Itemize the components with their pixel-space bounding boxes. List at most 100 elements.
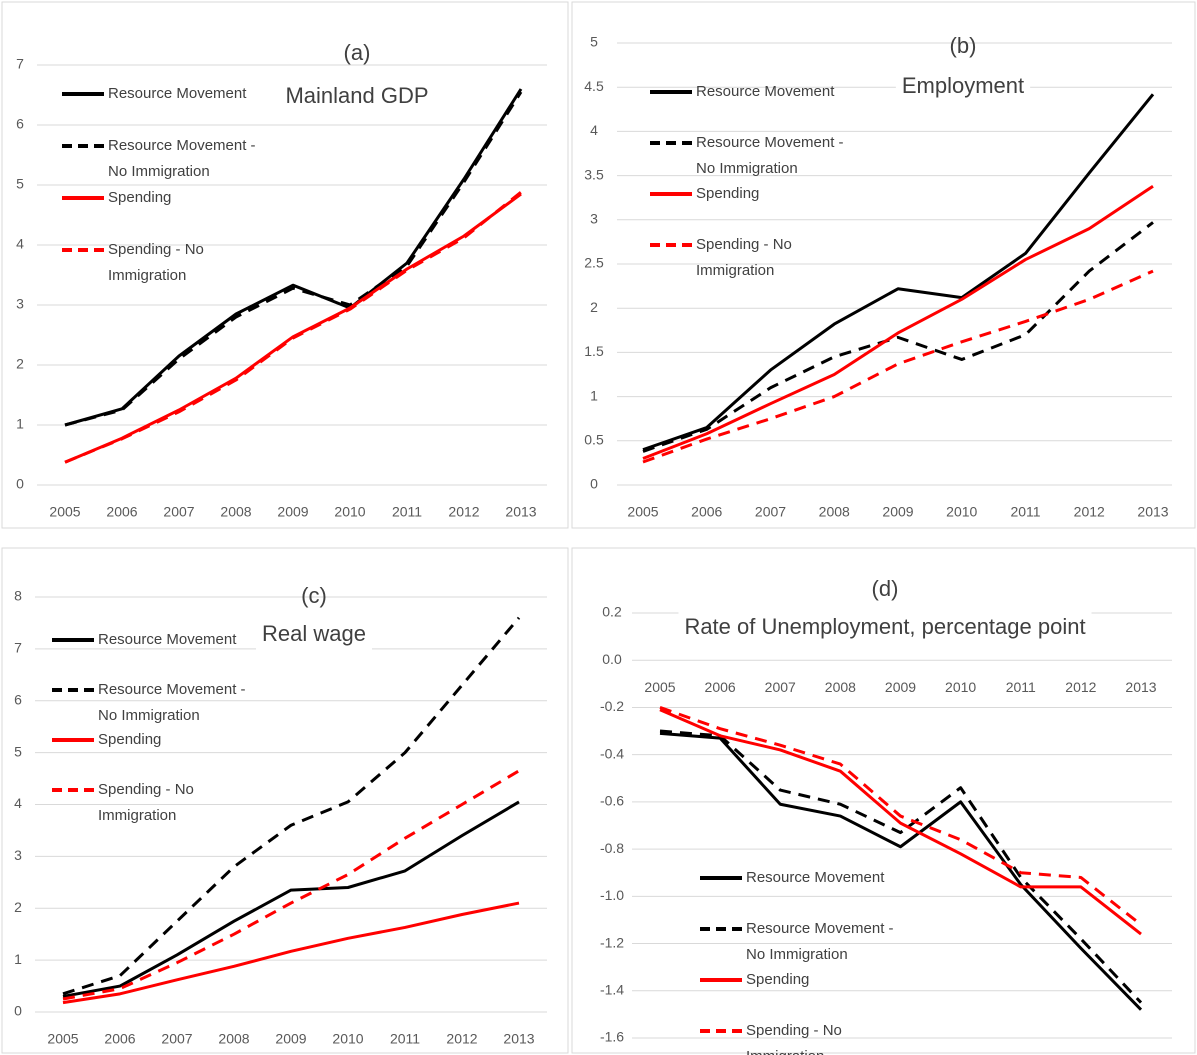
y-tick-label: 7 [14, 640, 22, 656]
y-tick-label: -0.6 [600, 793, 624, 809]
y-tick-label: 5 [590, 34, 598, 50]
series-line [642, 221, 1154, 453]
x-tick-label: 2009 [882, 504, 913, 520]
series-line [64, 192, 522, 464]
x-tick-label: 2010 [945, 679, 976, 695]
y-tick-label: -1.2 [600, 934, 624, 950]
panel: 0 1 2 3 4 5 6 7 8 2005 2006 2007 2008 2009 2010 2011 201… [1, 547, 569, 1054]
legend-label: Resource Movement - No Immigration [108, 137, 256, 180]
chart-title: (b) [950, 33, 977, 58]
x-tick-label: 2009 [885, 679, 916, 695]
y-tick-label: 3 [16, 296, 24, 312]
legend-label: Spending [746, 971, 810, 988]
chart-subtitle: Mainland GDP [285, 83, 428, 108]
y-tick-label: -0.8 [600, 840, 624, 856]
legend-label: Resource Movement - No Immigration [746, 920, 894, 963]
x-tick-label: 2008 [819, 504, 850, 520]
y-tick-label: 4 [16, 236, 24, 252]
x-tick-label: 2009 [275, 1031, 306, 1047]
panel-border [571, 1, 1196, 529]
y-tick-label: 6 [14, 691, 22, 707]
x-tick-label: 2012 [448, 504, 479, 520]
y-tick-label: 8 [14, 588, 22, 604]
legend-label: Resource Movement - No Immigration [696, 134, 844, 177]
y-tick-label: 3.5 [584, 166, 604, 182]
y-tick-label: 1.5 [584, 343, 604, 359]
y-tick-label: 3 [590, 211, 598, 227]
y-tick-label: 2 [14, 899, 22, 915]
x-tick-label: 2007 [163, 504, 194, 520]
y-tick-label: 2 [16, 356, 24, 372]
y-tick-label: 0 [590, 476, 598, 492]
x-tick-label: 2008 [825, 679, 856, 695]
legend-label: Spending [108, 189, 172, 206]
chart-subtitle: Real wage [262, 621, 366, 646]
chart-subtitle: Rate of Unemployment, percentage point [684, 614, 1085, 639]
series-line [62, 616, 521, 996]
subtitle-bg [678, 612, 1092, 644]
panel-border [571, 547, 1196, 1054]
chart-title: (a) [344, 40, 371, 65]
y-tick-label: -0.4 [600, 745, 624, 761]
y-tick-label: 1 [16, 416, 24, 432]
legend-label: Resource Movement [696, 83, 835, 100]
x-tick-label: 2008 [218, 1031, 249, 1047]
x-tick-label: 2005 [644, 679, 675, 695]
series-line [642, 184, 1154, 460]
subtitle-bg [256, 619, 372, 651]
y-tick-label: -1.0 [600, 887, 624, 903]
y-tick-label: 3 [14, 847, 22, 863]
series-line [659, 708, 1142, 936]
legend-label: Resource Movement [746, 869, 885, 886]
x-tick-label: 2008 [220, 504, 251, 520]
x-tick-label: 2010 [946, 504, 977, 520]
series-line [62, 800, 520, 998]
panel: 0 0.5 1 1.5 2 2.5 3 3.5 4 4.5 5 2005 2006 2007 2008 200… [571, 1, 1196, 529]
y-tick-label: 0.5 [584, 432, 604, 448]
y-tick-label: 2.5 [584, 255, 604, 271]
x-tick-label: 2007 [755, 504, 786, 520]
y-tick-label: 4 [14, 795, 22, 811]
legend-label: Spending [696, 185, 760, 202]
series-line [659, 729, 1143, 1004]
x-tick-label: 2012 [1074, 504, 1105, 520]
x-tick-label: 2005 [627, 504, 658, 520]
y-tick-label: 7 [16, 56, 24, 72]
y-tick-label: -1.4 [600, 981, 624, 997]
panel: 0.2 0.0 -0.2 -0.4 -0.6 -0.8 -1.0 -1.2 -1.4 -1.6 20… [571, 547, 1196, 1054]
x-tick-label: 2012 [1065, 679, 1096, 695]
x-tick-label: 2011 [1010, 504, 1040, 520]
x-tick-label: 2007 [765, 679, 796, 695]
x-tick-label: 2012 [446, 1031, 477, 1047]
series-line [659, 706, 1142, 926]
y-tick-label: 2 [590, 299, 598, 315]
legend-label: Spending [98, 731, 162, 748]
y-tick-label: 4.5 [584, 78, 604, 94]
y-tick-label: 1 [590, 387, 598, 403]
legend-label: Resource Movement [98, 631, 237, 648]
x-tick-label: 2006 [691, 504, 722, 520]
legend-label: Spending - No Immigration [108, 241, 204, 284]
panel-border [1, 1, 569, 529]
legend-label: Spending - No Immigration [98, 781, 194, 824]
x-tick-label: 2013 [505, 504, 536, 520]
y-tick-label: 0.2 [602, 604, 622, 620]
x-tick-label: 2006 [104, 1031, 135, 1047]
y-tick-label: 4 [590, 122, 598, 138]
x-tick-label: 2011 [392, 504, 422, 520]
series-line [642, 93, 1155, 452]
series-line [64, 91, 523, 427]
series-line [62, 901, 520, 1005]
y-tick-label: 1 [14, 951, 22, 967]
x-tick-label: 2013 [503, 1031, 534, 1047]
x-tick-label: 2010 [332, 1031, 363, 1047]
legend-label: Spending - No Immigration [746, 1022, 842, 1055]
series-line [642, 269, 1154, 464]
x-tick-label: 2010 [334, 504, 365, 520]
x-tick-label: 2009 [277, 504, 308, 520]
panel-border [1, 547, 569, 1054]
x-tick-label: 2013 [1137, 504, 1168, 520]
legend-label: Resource Movement [108, 85, 247, 102]
